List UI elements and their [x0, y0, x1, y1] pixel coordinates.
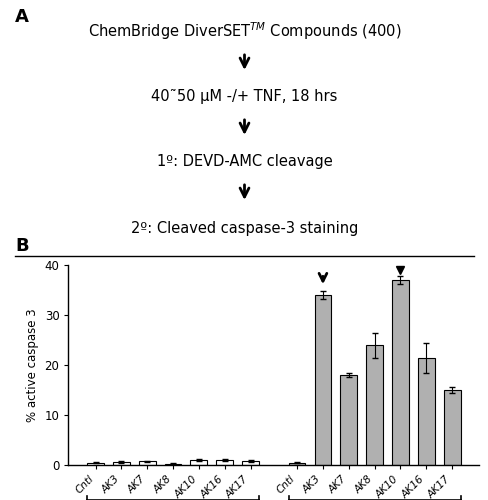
Text: A: A [15, 8, 28, 26]
Y-axis label: % active caspase 3: % active caspase 3 [26, 308, 39, 422]
Bar [443, 390, 460, 465]
Text: 40˜50 μM -/+ TNF, 18 hrs: 40˜50 μM -/+ TNF, 18 hrs [151, 88, 337, 104]
Text: B: B [15, 237, 29, 255]
Bar [139, 461, 155, 465]
Bar [190, 460, 207, 465]
Bar [366, 345, 382, 465]
Bar [164, 464, 181, 465]
Text: 2º: Cleaved caspase-3 staining: 2º: Cleaved caspase-3 staining [131, 222, 357, 236]
Bar [87, 462, 104, 465]
Bar [417, 358, 434, 465]
Bar [340, 375, 356, 465]
Bar [314, 295, 331, 465]
Bar [216, 460, 233, 465]
Text: ChemBridge DiverSET$^{TM}$ Compounds (400): ChemBridge DiverSET$^{TM}$ Compounds (40… [87, 20, 401, 42]
Bar [113, 462, 129, 465]
Text: 1º: DEVD-AMC cleavage: 1º: DEVD-AMC cleavage [156, 154, 332, 168]
Bar [288, 463, 305, 465]
Bar [242, 461, 259, 465]
Text: ChemBridge DiverSET: ChemBridge DiverSET [0, 499, 1, 500]
Bar [391, 280, 408, 465]
